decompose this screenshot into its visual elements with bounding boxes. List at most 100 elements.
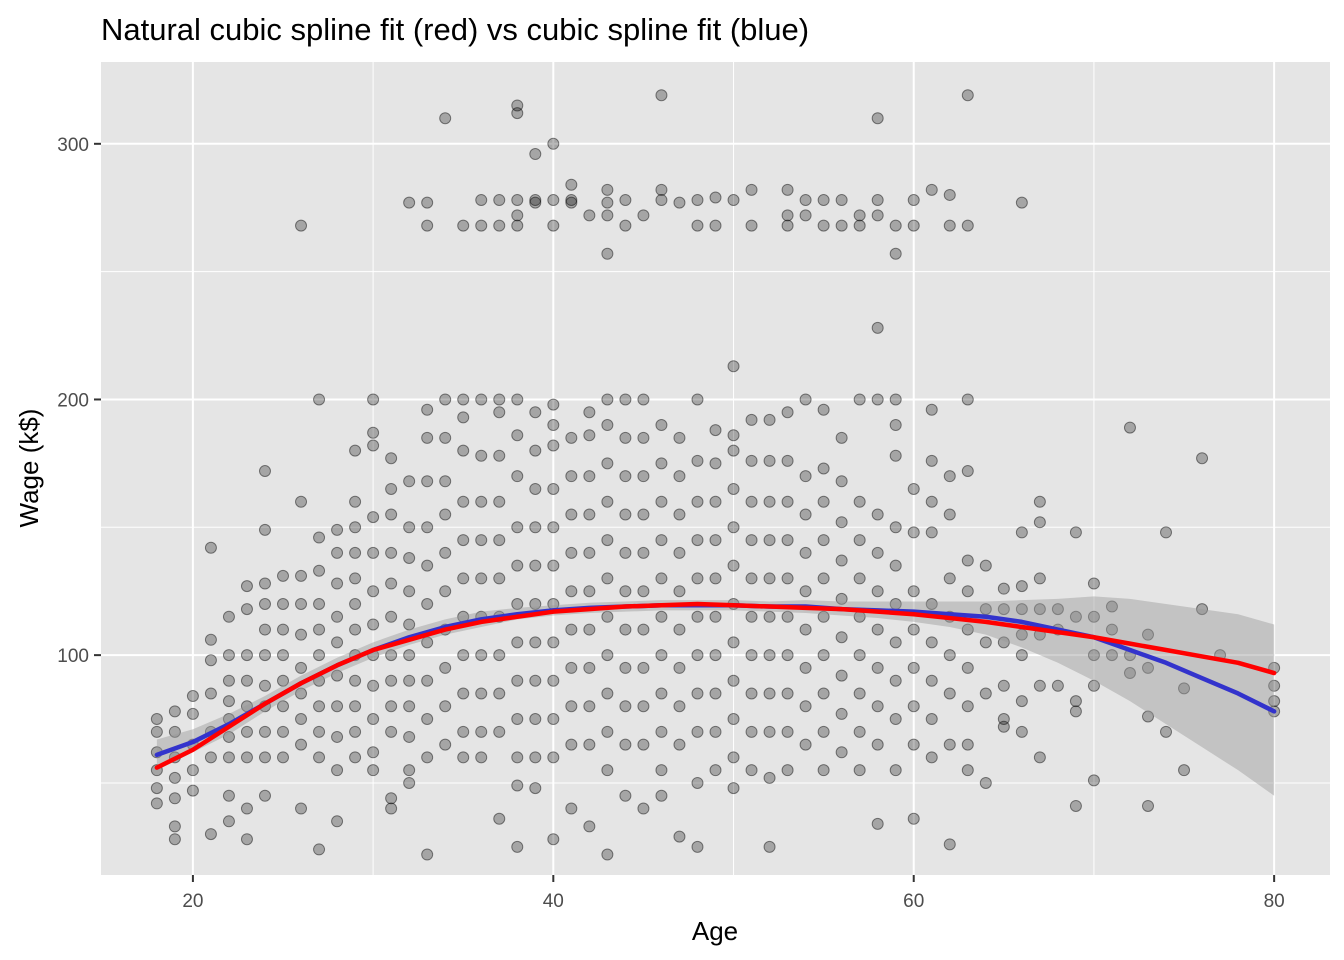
data-point	[655, 457, 668, 470]
x-tick-label: 60	[903, 891, 924, 912]
data-point	[727, 636, 740, 649]
data-point	[1015, 649, 1028, 662]
data-point	[511, 713, 524, 726]
data-point	[871, 546, 884, 559]
data-point	[943, 738, 956, 751]
data-point	[583, 546, 596, 559]
data-point	[637, 209, 650, 222]
data-point	[385, 725, 398, 738]
data-point	[907, 623, 920, 636]
data-point	[313, 649, 326, 662]
data-point	[619, 661, 632, 674]
data-point	[222, 730, 235, 743]
data-point	[1141, 628, 1154, 641]
data-point	[222, 815, 235, 828]
data-point	[511, 209, 524, 222]
data-point	[331, 523, 344, 536]
data-point	[421, 196, 434, 209]
data-point	[547, 674, 560, 687]
data-point	[763, 495, 776, 508]
data-point	[691, 194, 704, 207]
data-point	[204, 541, 217, 554]
data-point	[583, 661, 596, 674]
data-point	[331, 577, 344, 590]
data-point	[493, 406, 506, 419]
x-tick-label: 20	[182, 891, 203, 912]
data-point	[619, 219, 632, 232]
data-point	[727, 360, 740, 373]
data-point	[385, 649, 398, 662]
data-point	[961, 554, 974, 567]
data-point	[1268, 679, 1281, 692]
data-point	[421, 475, 434, 488]
data-point	[943, 687, 956, 700]
data-point	[943, 572, 956, 585]
data-point	[835, 554, 848, 567]
data-point	[871, 623, 884, 636]
data-point	[691, 572, 704, 585]
data-point	[691, 687, 704, 700]
data-point	[565, 196, 578, 209]
data-point	[637, 470, 650, 483]
data-point	[403, 475, 416, 488]
data-point	[439, 546, 452, 559]
data-point	[240, 751, 253, 764]
data-point	[817, 572, 830, 585]
data-point	[240, 802, 253, 815]
data-point	[168, 705, 181, 718]
data-point	[529, 598, 542, 610]
data-point	[277, 649, 290, 662]
data-point	[313, 623, 326, 636]
data-point	[258, 523, 271, 536]
data-point	[367, 713, 380, 726]
data-point	[619, 470, 632, 483]
data-point	[601, 247, 614, 260]
data-point	[1015, 196, 1028, 209]
data-point	[781, 219, 794, 232]
data-point	[150, 713, 163, 726]
data-point	[889, 559, 902, 572]
data-point	[817, 462, 830, 475]
data-point	[403, 585, 416, 598]
data-point	[150, 782, 163, 795]
data-point	[565, 178, 578, 191]
data-point	[889, 247, 902, 260]
data-point	[1069, 610, 1082, 623]
data-point	[943, 470, 956, 483]
data-point	[349, 495, 362, 508]
data-point	[961, 465, 974, 478]
data-point	[619, 623, 632, 636]
data-point	[1015, 580, 1028, 593]
data-point	[529, 782, 542, 795]
data-point	[331, 636, 344, 649]
data-point	[493, 194, 506, 207]
data-point	[403, 674, 416, 687]
data-point	[709, 424, 722, 437]
data-point	[637, 585, 650, 598]
y-axis-title: Wage (k$)	[14, 409, 44, 528]
data-point	[979, 776, 992, 789]
data-point	[871, 700, 884, 713]
data-point	[655, 194, 668, 207]
data-point	[961, 700, 974, 713]
data-point	[727, 482, 740, 495]
data-point	[943, 838, 956, 851]
data-point	[1051, 679, 1064, 692]
data-point	[745, 534, 758, 547]
data-point	[925, 183, 938, 196]
data-point	[421, 751, 434, 764]
data-point	[186, 690, 199, 703]
data-point	[277, 751, 290, 764]
data-point	[655, 725, 668, 738]
data-point	[1069, 705, 1082, 718]
data-point	[601, 209, 614, 222]
data-point	[547, 219, 560, 232]
data-point	[1069, 526, 1082, 539]
data-point	[799, 738, 812, 751]
data-point	[331, 546, 344, 559]
data-point	[186, 764, 199, 777]
data-point	[529, 444, 542, 457]
data-point	[349, 572, 362, 585]
data-point	[889, 521, 902, 534]
